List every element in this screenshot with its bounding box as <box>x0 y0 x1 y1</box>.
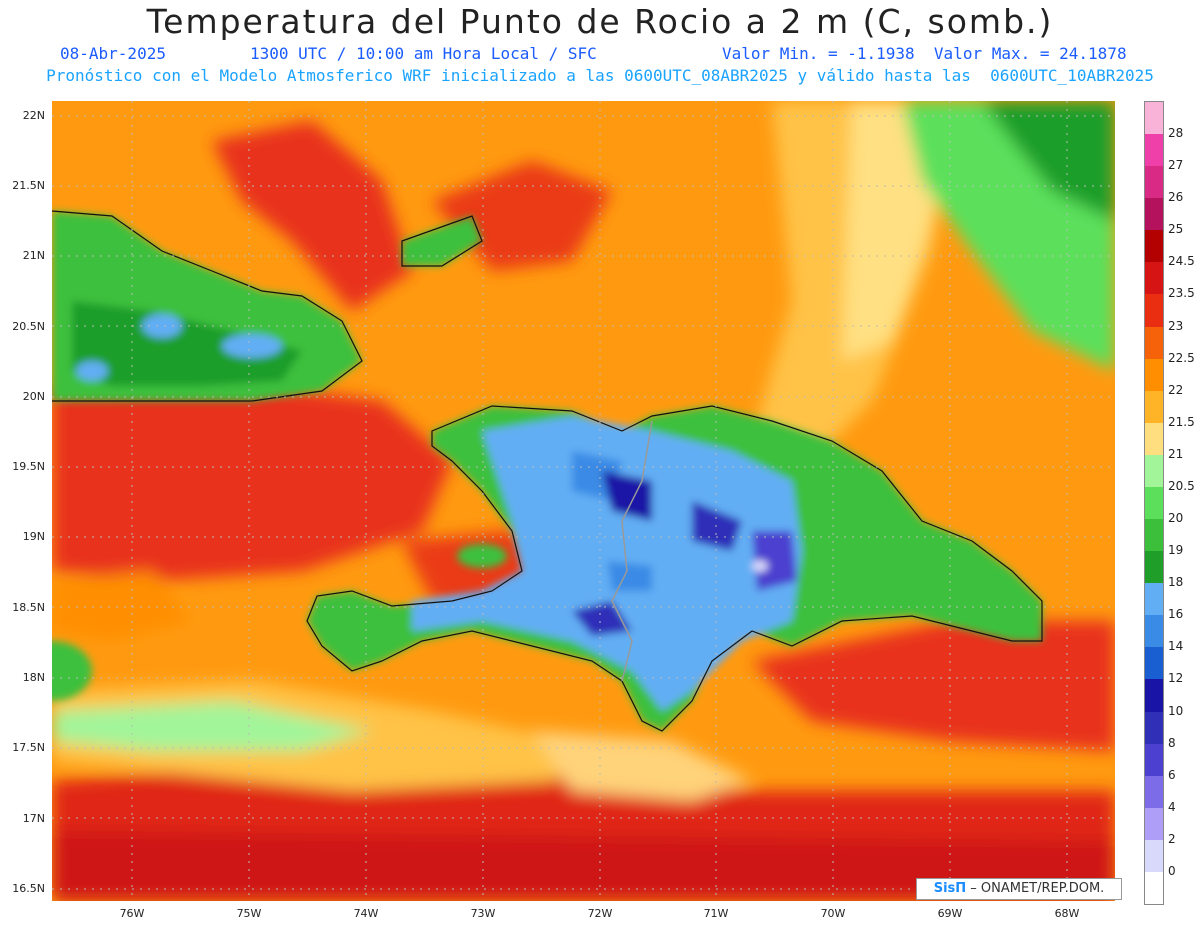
colorbar-label: 12 <box>1168 671 1184 686</box>
colorbar-label: 24.5 <box>1168 254 1195 269</box>
lat-label: 17N <box>22 812 45 825</box>
lon-label: 70W <box>820 907 846 920</box>
lon-label: 69W <box>937 907 963 920</box>
lon-label: 68W <box>1054 907 1080 920</box>
colorbar-segment <box>1145 358 1163 392</box>
lat-label: 21N <box>22 249 45 262</box>
colorbar-label: 19 <box>1168 543 1184 558</box>
lon-label: 75W <box>236 907 262 920</box>
colorbar <box>1144 101 1164 905</box>
map-plot <box>52 101 1115 901</box>
colorbar-label: 6 <box>1168 767 1176 782</box>
colorbar-segment <box>1145 679 1163 713</box>
colorbar-label: 20 <box>1168 511 1184 526</box>
colorbar-label: 25 <box>1168 222 1184 237</box>
colorbar-segment <box>1145 166 1163 199</box>
colorbar-segment <box>1145 775 1163 809</box>
colorbar-segment <box>1145 615 1163 648</box>
colorbar-label: 28 <box>1168 126 1184 141</box>
colorbar-segment <box>1145 743 1163 777</box>
colorbar-segment <box>1145 390 1163 424</box>
lat-label: 20.5N <box>12 320 45 333</box>
colorbar-label: 2 <box>1168 831 1176 846</box>
colorbar-label: 16 <box>1168 607 1184 622</box>
lat-label: 22N <box>22 109 45 122</box>
colorbar-label: 23 <box>1168 318 1184 333</box>
colorbar-label: 23.5 <box>1168 286 1195 301</box>
colorbar-segment <box>1145 454 1163 488</box>
colorbar-label: 20.5 <box>1168 478 1195 493</box>
lat-label: 21.5N <box>12 179 45 192</box>
colorbar-label: 18 <box>1168 575 1184 590</box>
colorbar-segment <box>1145 134 1163 167</box>
colorbar-label: 22 <box>1168 382 1184 397</box>
model-info: Pronóstico con el Modelo Atmosferico WRF… <box>46 66 1154 85</box>
colorbar-label: 22.5 <box>1168 350 1195 365</box>
colorbar-label: 0 <box>1168 863 1176 878</box>
colorbar-segment <box>1145 839 1163 873</box>
colorbar-label: 14 <box>1168 639 1184 654</box>
colorbar-label: 10 <box>1168 703 1184 718</box>
lat-label: 19.5N <box>12 460 45 473</box>
colorbar-segment <box>1145 551 1163 584</box>
min-max-values: Valor Min. = -1.1938 Valor Max. = 24.187… <box>722 44 1127 63</box>
lat-label: 16.5N <box>12 882 45 895</box>
lon-label: 72W <box>587 907 613 920</box>
colorbar-label: 27 <box>1168 158 1184 173</box>
colorbar-segment <box>1145 230 1163 263</box>
lon-label: 74W <box>353 907 379 920</box>
colorbar-segment <box>1145 583 1163 616</box>
colorbar-segment <box>1145 326 1163 360</box>
lat-label: 19N <box>22 530 45 543</box>
colorbar-segment <box>1145 262 1163 295</box>
colorbar-label: 21 <box>1168 446 1184 461</box>
colorbar-label: 8 <box>1168 735 1176 750</box>
forecast-time: 1300 UTC / 10:00 am Hora Local / SFC <box>250 44 597 63</box>
forecast-date: 08-Abr-2025 <box>60 44 166 63</box>
colorbar-segment <box>1145 807 1163 841</box>
colorbar-label: 21.5 <box>1168 414 1195 429</box>
colorbar-segment <box>1145 519 1163 552</box>
colorbar-segment <box>1145 486 1163 520</box>
colorbar-label: 26 <box>1168 190 1184 205</box>
credit-box: SisΠ – ONAMET/REP.DOM. <box>916 878 1122 900</box>
lon-label: 71W <box>703 907 729 920</box>
colorbar-label: 4 <box>1168 799 1176 814</box>
colorbar-segment <box>1145 198 1163 231</box>
map-title: Temperatura del Punto de Rocio a 2 m (C,… <box>146 2 1054 41</box>
lon-label: 73W <box>470 907 496 920</box>
lat-label: 18N <box>22 671 45 684</box>
colorbar-segment <box>1145 294 1163 328</box>
sisp-logo: SisΠ <box>933 881 967 896</box>
colorbar-segment <box>1145 422 1163 456</box>
lat-label: 17.5N <box>12 741 45 754</box>
credit-text: – ONAMET/REP.DOM. <box>966 881 1105 896</box>
lon-label: 76W <box>119 907 145 920</box>
colorbar-segment <box>1145 102 1163 135</box>
colorbar-segment <box>1145 871 1163 905</box>
lat-label: 18.5N <box>12 601 45 614</box>
colorbar-segment <box>1145 647 1163 680</box>
lat-label: 20N <box>22 390 45 403</box>
dewpoint-field-map <box>52 101 1115 901</box>
colorbar-segment <box>1145 711 1163 745</box>
